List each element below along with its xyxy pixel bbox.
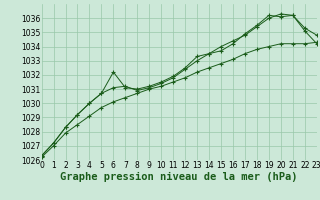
X-axis label: Graphe pression niveau de la mer (hPa): Graphe pression niveau de la mer (hPa)	[60, 172, 298, 182]
